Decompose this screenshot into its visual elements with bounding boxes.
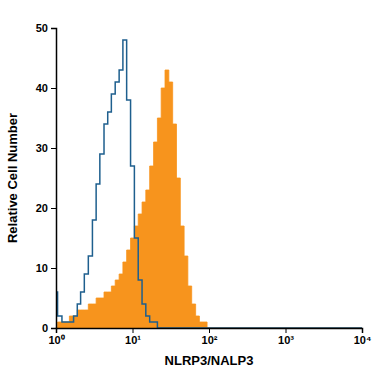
y-tick-label: 30	[36, 142, 48, 154]
y-tick: 50	[36, 22, 56, 34]
y-tick-mark	[51, 88, 56, 89]
x-tick-label: 10³	[278, 334, 294, 346]
y-tick-label: 0	[42, 322, 48, 334]
x-axis-line	[57, 329, 363, 334]
x-tick-label: 10²	[202, 334, 218, 346]
x-tick: 10³	[278, 328, 294, 346]
y-tick-mark	[51, 28, 56, 29]
x-tick-mark	[209, 328, 210, 333]
y-tick-label: 20	[36, 202, 48, 214]
x-tick-mark	[286, 328, 287, 333]
y-tick-label: 10	[36, 262, 48, 274]
y-tick: 20	[36, 202, 56, 214]
y-tick-label: 50	[36, 22, 48, 34]
x-tick: 10⁴	[354, 328, 372, 346]
y-tick-mark	[51, 328, 56, 329]
histogram-line	[56, 40, 362, 328]
x-tick: 10¹	[125, 328, 141, 346]
histogram-area	[56, 70, 362, 328]
y-axis-title: Relative Cell Number	[5, 113, 20, 243]
y-tick: 10	[36, 262, 56, 274]
y-axis: 0 10 20 30 40 50	[36, 22, 57, 334]
y-tick-mark	[51, 148, 56, 149]
x-axis: 10⁰ 10¹ 10² 10³ 10⁴	[48, 328, 371, 346]
chart: 10⁰ 10¹ 10² 10³ 10⁴ 0 10 20 30 40 50 NLRP3/NALP3 Rel…	[0, 0, 375, 375]
y-tick: 0	[42, 322, 56, 334]
y-tick-mark	[51, 268, 56, 269]
y-tick: 40	[36, 82, 56, 94]
x-tick-label: 10⁴	[354, 334, 372, 346]
x-axis-title: NLRP3/NALP3	[165, 353, 254, 368]
x-tick: 10²	[202, 328, 218, 346]
plot: 10⁰ 10¹ 10² 10³ 10⁴ 0 10 20 30 40 50	[36, 22, 372, 346]
y-tick-mark	[51, 208, 56, 209]
y-tick: 30	[36, 142, 56, 154]
x-tick-label: 10¹	[125, 334, 141, 346]
x-tick: 10⁰	[48, 328, 64, 346]
marks	[56, 40, 362, 328]
x-tick-mark	[133, 328, 134, 333]
x-tick-label: 10⁰	[48, 334, 64, 346]
y-tick-label: 40	[36, 82, 48, 94]
x-tick-mark	[362, 328, 363, 333]
y-axis-line	[51, 29, 57, 329]
